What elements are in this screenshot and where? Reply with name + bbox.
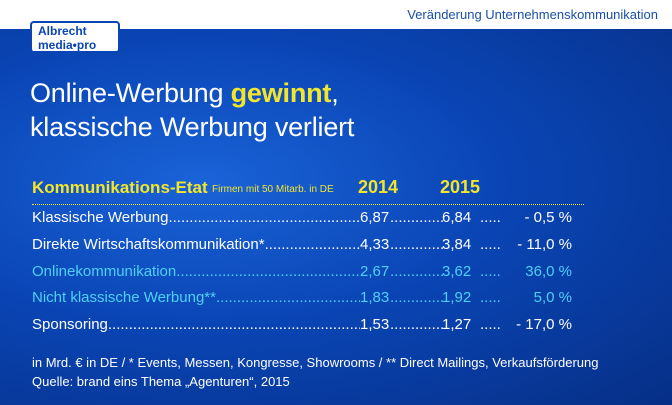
table-row: Sponsoring 1,53 1,27 - 17,0 % [32, 316, 572, 336]
change: 36,0 % [525, 262, 572, 280]
leader [480, 289, 502, 306]
label-cell: Nicht klassische Werbung** [32, 289, 360, 306]
page-title: Veränderung Unternehmenskommunikation [407, 7, 658, 22]
footnote: in Mrd. € in DE / * Events, Messen, Kong… [32, 355, 599, 370]
value-2015: 3,84 [442, 235, 472, 253]
leader [390, 209, 444, 226]
row-label: Nicht klassische Werbung** [32, 289, 216, 307]
table-title: Kommunikations-Etat [32, 178, 208, 197]
logo-line: media•pro [38, 38, 97, 52]
table-subtitle: Firmen mit 50 Mitarb. in DE [212, 184, 334, 195]
table-header: Kommunikations-Etat Firmen mit 50 Mitarb… [32, 177, 584, 205]
headline: klassische Werbung verliert [30, 112, 355, 142]
leader [480, 209, 502, 226]
change: - 17,0 % [516, 316, 572, 334]
row-label: Onlinekommunikation [32, 262, 177, 280]
leader [390, 316, 444, 333]
leader [480, 236, 502, 253]
change: - 0,5 % [524, 209, 572, 226]
value-2015: 1,92 [442, 289, 472, 307]
leader [216, 289, 360, 306]
leader [390, 289, 444, 306]
change: 5,0 % [533, 289, 572, 307]
leader [390, 209, 444, 226]
leader [390, 263, 444, 280]
leader [390, 316, 444, 333]
leader [390, 236, 444, 253]
label-cell: Sponsoring [32, 316, 360, 333]
leader [108, 316, 360, 333]
value-2014: 6,87 [360, 209, 390, 226]
leader [390, 236, 444, 253]
leader [480, 263, 502, 280]
headline-text: , [331, 78, 339, 108]
headline-highlight: gewinnt [230, 78, 332, 108]
leader [480, 209, 502, 226]
column-header: 2015 [440, 177, 481, 197]
row-label: Direkte Wirtschaftskommunikation* [32, 235, 265, 253]
label-cell: Direkte Wirtschaftskommunikation* [32, 236, 360, 253]
headline-text: Online-Werbung [30, 78, 224, 108]
value-2015: 3,62 [442, 262, 472, 280]
label-cell: Onlinekommunikation [32, 263, 360, 280]
table-row: Direkte Wirtschaftskommunikation* 4,33 3,8… [32, 236, 572, 256]
leader [480, 263, 502, 280]
change: - 11,0 % [517, 235, 572, 253]
leader [390, 263, 444, 280]
row-label: Sponsoring [32, 316, 108, 334]
leader [168, 209, 360, 226]
value-2014: 2,67 [360, 262, 390, 280]
table-row: Nicht klassische Werbung** 1,83 1,92 5,0 % [32, 289, 572, 309]
row-label: Klassische Werbung [32, 209, 169, 226]
leader [480, 316, 502, 333]
footnote: Quelle: brand eins Thema „Agenturen“, 20… [32, 374, 290, 389]
value-2015: 1,27 [442, 316, 472, 334]
value-2014: 1,83 [360, 289, 390, 307]
table-row: Onlinekommunikation 2,67 3,62 36,0 % [32, 263, 572, 283]
headline: Online-Werbung gewinnt, [30, 78, 339, 109]
logo-line: Albrecht [38, 24, 87, 38]
value-2014: 4,33 [360, 235, 390, 253]
leader [480, 316, 502, 333]
leader [390, 289, 444, 306]
leader [480, 236, 502, 253]
leader [265, 236, 360, 253]
label-cell: Klassische Werbung [32, 209, 360, 226]
column-header: 2014 [358, 177, 399, 197]
leader [176, 263, 360, 280]
leader [480, 289, 502, 306]
table-row: Klassische Werbung 6,87 6,84 - 0,5 % [32, 209, 572, 229]
logo: Albrecht media•pro [30, 21, 120, 53]
value-2014: 1,53 [360, 316, 390, 334]
value-2015: 6,84 [442, 209, 472, 226]
